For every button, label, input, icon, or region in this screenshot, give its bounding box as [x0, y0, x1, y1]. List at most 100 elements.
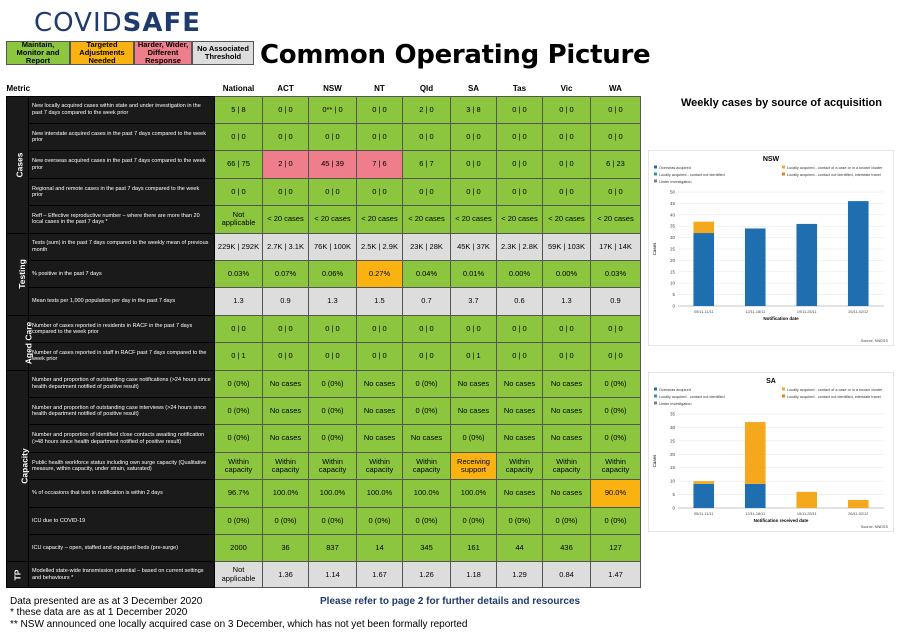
metric-value-qld: 0 | 0 [402, 177, 451, 207]
metric-value-qld: 100.0% [402, 479, 451, 508]
metric-description: % of occasions that test to notification… [28, 479, 215, 508]
metric-value-tas: 0 | 0 [496, 177, 543, 207]
metric-value-tas: 2.3K | 2.8K [496, 232, 543, 261]
metric-value-nsw: 100.0% [308, 479, 357, 508]
metric-value-tas: 0.6 [496, 287, 543, 316]
x-tick-label: 19/11-25/11 [797, 310, 817, 314]
legend-entry: Locally acquired - contact not identifie… [787, 173, 881, 177]
metric-value-tas: 0 | 0 [496, 95, 543, 124]
sa-chart: SA Overseas acquired Locally acquired - co… [648, 372, 894, 532]
metric-description: Number and proportion of outstanding cas… [28, 369, 215, 398]
metric-value-sa: Receiving support [450, 451, 497, 481]
legend-swatch [654, 172, 657, 176]
y-tick-label: 35 [670, 412, 676, 417]
metric-value-wa: 0 | 0 [590, 314, 641, 344]
metric-value-qld: 23K | 28K [402, 232, 451, 261]
metric-value-nsw: 1.14 [308, 561, 357, 588]
metric-description: ICU capacity – open, staffed and equippe… [28, 533, 215, 563]
metric-value-nt: No cases [356, 424, 403, 453]
metric-value-vic: 0.84 [542, 561, 591, 588]
metric-value-tas: 0 | 0 [496, 314, 543, 344]
legend-entry: Locally acquired - contact of a case or … [787, 166, 883, 170]
metric-value-tas: No cases [496, 396, 543, 426]
legend-swatch [782, 387, 785, 391]
table-row: ICU capacity – open, staffed and equippe… [7, 533, 641, 563]
legend-swatch [654, 179, 657, 183]
metric-value-qld: 2 | 0 [402, 95, 451, 124]
metric-value-national: Not applicable [214, 205, 263, 234]
metric-description: Modelled state-wide transmission potenti… [28, 561, 215, 588]
metric-value-qld: 6 | 7 [402, 150, 451, 179]
metric-value-act: 36 [262, 533, 309, 563]
y-tick-label: 45 [670, 201, 676, 206]
covidsafe-logo: COVIDSAFE [34, 8, 202, 38]
metric-value-nsw: 0 | 0 [308, 177, 357, 207]
metric-value-sa: 0 | 0 [450, 177, 497, 207]
metric-value-vic: 59K | 103K [542, 232, 591, 261]
bar-segment [847, 499, 869, 508]
metric-value-tas: 0.00% [496, 259, 543, 289]
metric-value-nt: 1.5 [356, 287, 403, 316]
table-row: Mean tests per 1,000 population per day … [7, 287, 641, 316]
metric-value-national: 0 | 0 [214, 177, 263, 207]
metric-value-act: 2 | 0 [262, 150, 309, 179]
y-tick-label: 40 [670, 212, 676, 217]
metric-value-nsw: 0** | 0 [308, 95, 357, 124]
metric-value-vic: No cases [542, 424, 591, 453]
y-tick-label: 35 [670, 224, 676, 229]
column-header-national: National [222, 84, 255, 94]
metric-value-nsw: 0 (0%) [308, 424, 357, 453]
legend-swatch [654, 387, 657, 391]
metric-value-nt: No cases [356, 396, 403, 426]
column-header-act: ACT [277, 84, 294, 94]
metric-value-tas: 0 | 0 [496, 342, 543, 371]
bar-segment [693, 481, 715, 484]
metric-value-national: 0 (0%) [214, 369, 263, 398]
metric-value-vic: No cases [542, 369, 591, 398]
metric-description: Tests (sum) in the past 7 days compared … [28, 232, 215, 261]
y-tick-label: 10 [670, 479, 676, 484]
column-header-sa: SA [467, 84, 480, 94]
table-row: TP Modelled state-wide transmission poten… [6, 561, 641, 588]
x-tick-label: 12/11-18/11 [745, 310, 765, 314]
metric-description: ICU due to COVID-19 [28, 506, 215, 536]
metric-value-sa: 0 | 1 [450, 342, 497, 371]
chart-source: Source: NNDSS [861, 525, 889, 529]
x-axis-label: Notification received date [754, 518, 809, 523]
metric-value-act: 0.9 [262, 287, 309, 316]
table-row: Number and proportion of identified clos… [7, 424, 641, 453]
metric-value-vic: 0 | 0 [542, 122, 591, 152]
x-axis-label: Notification date [763, 316, 799, 321]
y-tick-label: 50 [670, 190, 676, 195]
metric-value-tas: No cases [496, 424, 543, 453]
section-label-aged-care: Aged Care [6, 314, 33, 371]
metric-value-wa: 0.03% [590, 259, 641, 289]
x-tick-label: 26/11-02/12 [848, 512, 868, 516]
legend-targeted: Targeted Adjustments Needed [70, 40, 134, 65]
metric-description: Regional and remote cases in the past 7 … [28, 177, 215, 207]
legend-entry: Locally acquired - contact not identifie… [787, 395, 881, 399]
metric-value-wa: < 20 cases [590, 205, 641, 234]
bar-segment [796, 491, 818, 508]
metric-value-vic: 1.3 [542, 287, 591, 316]
bar-segment [693, 221, 715, 234]
metric-value-tas: No cases [496, 369, 543, 398]
legend-entry: Under investigation [659, 402, 692, 406]
metric-value-qld: < 20 cases [402, 205, 451, 234]
legend-maintain: Maintain, Monitor and Report [6, 40, 70, 65]
metric-value-sa: 0 | 0 [450, 122, 497, 152]
metric-description: Mean tests per 1,000 population per day … [28, 287, 215, 316]
metric-value-nt: 7 | 6 [356, 150, 403, 179]
metric-value-nt: 0 | 0 [356, 177, 403, 207]
metric-value-qld: 0 | 0 [402, 122, 451, 152]
metric-description: Reff – Effective reproductive number – w… [28, 205, 215, 234]
footer-date-note: Data presented are as at 3 December 2020 [10, 596, 203, 607]
bar-segment [693, 483, 715, 508]
metric-value-nsw: 0 (0%) [308, 506, 357, 536]
metric-value-nt: 0 | 0 [356, 314, 403, 344]
legend-entry: Locally acquired - contact of a case or … [787, 388, 883, 392]
metric-value-national: 229K | 292K [214, 232, 263, 261]
legend-entry: Overseas acquired [659, 166, 691, 170]
metric-value-nsw: 0.06% [308, 259, 357, 289]
section-label-testing: Testing [6, 232, 29, 316]
